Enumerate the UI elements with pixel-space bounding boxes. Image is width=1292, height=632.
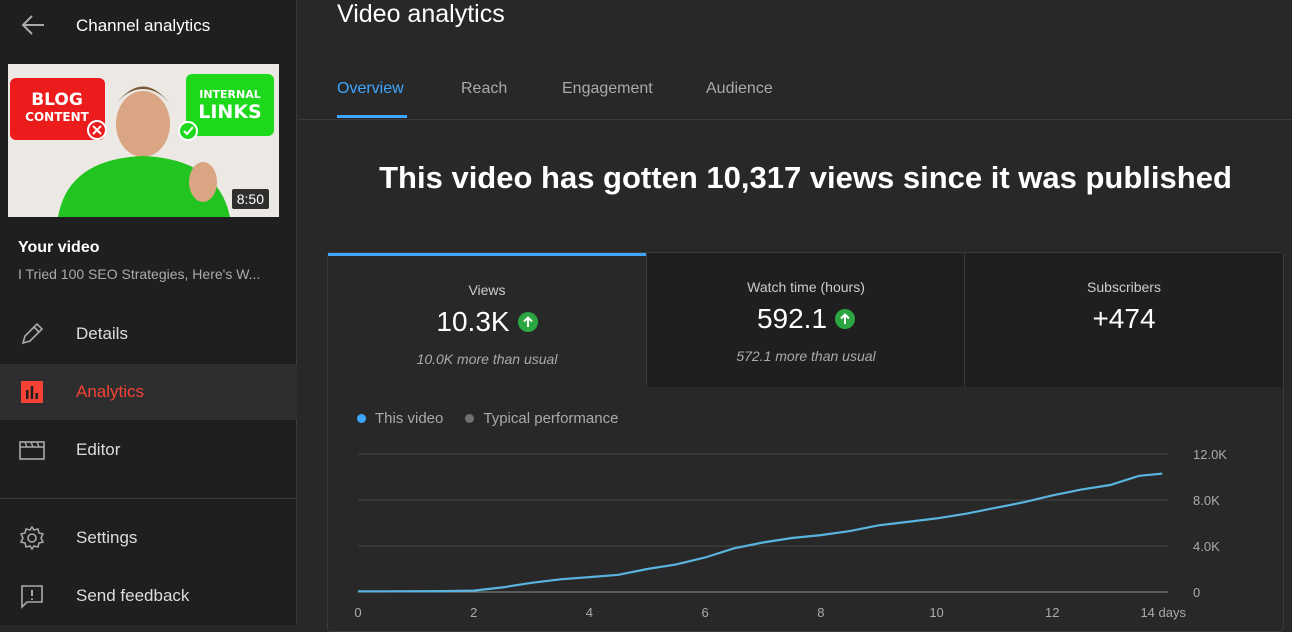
series-line-this-video	[357, 472, 1163, 593]
trend-up-icon	[835, 309, 856, 329]
video-thumbnail[interactable]: BLOG CONTENT INTERNAL LINKS 8:50	[8, 64, 279, 217]
y-tick-label: 12.0K	[1193, 447, 1227, 462]
gear-icon	[19, 525, 45, 551]
sidebar-divider	[0, 498, 297, 499]
metric-note: 10.0K more than usual	[416, 351, 558, 367]
legend-item-this-video[interactable]: This video	[357, 410, 443, 427]
metric-note: 572.1 more than usual	[736, 348, 876, 364]
sidebar-item-analytics[interactable]: Analytics	[0, 364, 297, 420]
views-line-chart[interactable]: 12.0K 8.0K 4.0K 0 0 2 4 6 8 10 12 14 days	[340, 440, 1292, 625]
sidebar-header: Channel analytics	[0, 0, 297, 50]
legend-dot	[465, 414, 475, 423]
legend-dot	[357, 414, 366, 423]
video-title[interactable]: I Tried 100 SEO Strategies, Here's W...	[18, 266, 261, 282]
metric-divider	[964, 253, 965, 387]
active-tab-indicator	[337, 115, 407, 118]
thumb-badge-left-line1: BLOG	[31, 90, 83, 110]
y-tick-label: 0	[1193, 585, 1200, 600]
sidebar-item-label: Send feedback	[76, 586, 190, 605]
metric-tab-watch-time[interactable]: Watch time (hours) 592.1 572.1 more than…	[647, 253, 965, 387]
sidebar-item-label: Details	[76, 324, 128, 343]
tab-overview[interactable]: Overview	[337, 80, 404, 97]
sidebar-title: Channel analytics	[76, 16, 211, 35]
y-tick-label: 4.0K	[1193, 539, 1220, 554]
editor-icon	[19, 441, 45, 460]
views-headline: This video has gotten 10,317 views since…	[379, 160, 1232, 195]
thumb-badge-right-line1: INTERNAL	[199, 88, 261, 101]
sidebar-item-label: Analytics	[76, 382, 145, 401]
metric-label: Subscribers	[1087, 279, 1161, 295]
legend-label: This video	[375, 410, 444, 427]
metric-value: 10.3K	[436, 306, 510, 337]
x-tick-label: 0	[354, 605, 361, 620]
sidebar-item-label: Editor	[76, 440, 121, 459]
metric-value: +474	[1092, 303, 1156, 334]
sidebar-item-settings[interactable]: Settings	[0, 510, 297, 566]
trend-up-icon	[517, 312, 538, 332]
x-tick-label: 4	[586, 605, 593, 620]
metric-tab-views[interactable]: Views 10.3K 10.0K more than usual	[328, 253, 646, 387]
thumb-badge-left-line2: CONTENT	[25, 110, 89, 124]
metric-tab-subscribers[interactable]: Subscribers +474	[965, 253, 1283, 387]
y-tick-label: 8.0K	[1193, 493, 1220, 508]
analytics-icon	[21, 381, 43, 403]
sidebar: Channel analytics BLOG CONTENT INTERNAL …	[0, 0, 297, 625]
back-arrow-icon[interactable]	[20, 13, 46, 37]
legend-label: Typical performance	[483, 410, 619, 427]
legend-item-typical-performance[interactable]: Typical performance	[465, 410, 618, 427]
chart-legend: This video Typical performance	[357, 410, 618, 427]
x-tick-label: 14 days	[1140, 605, 1186, 620]
x-tick-label: 10	[929, 605, 943, 620]
x-tick-label: 6	[702, 605, 709, 620]
tab-audience[interactable]: Audience	[706, 80, 773, 97]
sidebar-item-editor[interactable]: Editor	[0, 422, 297, 478]
x-tick-label: 8	[817, 605, 824, 620]
your-video-label: Your video	[18, 239, 100, 256]
sidebar-item-send-feedback[interactable]: Send feedback	[0, 568, 297, 624]
metric-value: 592.1	[756, 303, 828, 334]
pencil-icon	[21, 322, 44, 345]
page-title: Video analytics	[337, 0, 505, 28]
tab-bar: Overview Reach Engagement Audience	[298, 64, 1292, 120]
thumb-badge-right-line2: LINKS	[198, 101, 262, 123]
sidebar-item-details[interactable]: Details	[0, 306, 297, 362]
sidebar-item-label: Settings	[76, 528, 138, 547]
metric-label: Watch time (hours)	[747, 279, 865, 295]
video-duration: 8:50	[231, 189, 269, 209]
thumbnail-image: BLOG CONTENT INTERNAL LINKS	[8, 64, 279, 217]
metric-divider	[646, 253, 647, 387]
feedback-icon	[21, 585, 43, 609]
tab-engagement[interactable]: Engagement	[562, 80, 653, 97]
metric-label: Views	[468, 282, 506, 298]
x-tick-label: 2	[470, 605, 477, 620]
x-tick-label: 12	[1045, 605, 1059, 620]
tab-reach[interactable]: Reach	[461, 80, 508, 97]
